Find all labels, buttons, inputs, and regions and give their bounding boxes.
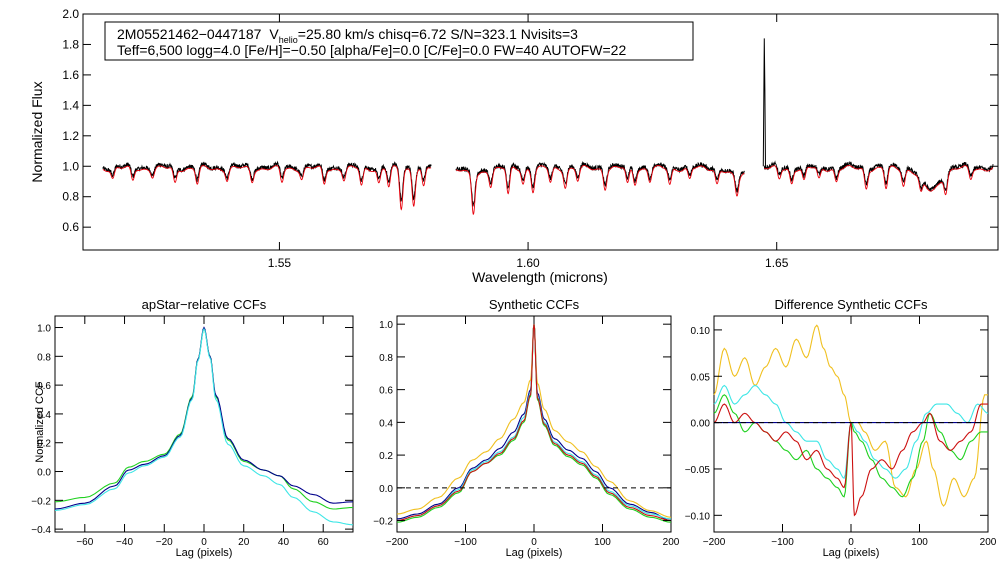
synthetic-ccf-panel: −200 −100 0 100 200 −0.2 0.0 0.2 0.4 0.6 0.8 1.0 Sy… <box>373 297 680 559</box>
spectrum-plot-frame <box>82 13 999 251</box>
synthetic-y-tick-label: 0.4 <box>379 418 393 429</box>
apstar-series-green <box>54 327 354 510</box>
observed-spectrum-chip-3 <box>763 160 994 192</box>
spectrum-panel: 1.55 1.60 1.65 0.6 0.8 1.0 1.2 1.4 1.6 1.8 2.0 2M0… <box>29 7 999 285</box>
spectrum-y-tick-label: 0.8 <box>62 190 79 204</box>
info-line-1: 2M05521462−0447187 Vhelio=25.80 km/s chis… <box>117 26 578 45</box>
apstar-x-tick-label: 60 <box>318 537 330 548</box>
apstar-y-label: Normalized CCF <box>34 381 46 463</box>
spectrum-y-tick-label: 1.2 <box>62 129 79 143</box>
star-id: 2M05521462−0447187 <box>117 26 262 42</box>
synthetic-y-tick-label: 0.6 <box>379 386 393 397</box>
apstar-y-tick-label: 0.8 <box>37 352 51 363</box>
apstar-series-cyan <box>54 327 354 526</box>
info-line-2: Teff=6,500 logg=4.0 [Fe/H]=−0.50 [alpha/… <box>117 42 626 58</box>
difference-y-tick-label: −0.05 <box>685 465 711 476</box>
apstar-x-tick-label: 40 <box>278 537 290 548</box>
observed-spectrum-chip-2 <box>455 161 745 207</box>
synthetic-series-yellow <box>396 324 672 518</box>
synthetic-series-red <box>396 324 672 522</box>
synthetic-title: Synthetic CCFs <box>489 297 580 312</box>
apstar-ccf-panel: −60 −40 −20 0 20 40 60 −0.4 −0.2 0.0 0.2 0.4 0.6 0.8 1… <box>31 297 354 559</box>
spectrum-spike <box>762 38 766 167</box>
apstar-x-tick-label: −60 <box>76 537 93 548</box>
synthetic-y-tick-label: 0.0 <box>379 484 393 495</box>
difference-y-tick-label: 0.00 <box>691 419 711 430</box>
synthetic-y-tick-label: 0.2 <box>379 451 393 462</box>
apstar-y-tick-label: −0.2 <box>31 496 51 507</box>
difference-series-red <box>713 403 988 517</box>
spectrum-y-tick-label: 1.0 <box>62 159 79 173</box>
apstar-x-tick-label: −40 <box>116 537 133 548</box>
difference-x-label: Lag (pixels) <box>823 547 880 559</box>
synthetic-y-tick-label: 0.8 <box>379 353 393 364</box>
difference-y-tick-label: 0.10 <box>691 326 711 337</box>
model-spectrum-chip-1 <box>102 165 432 211</box>
info-box <box>104 21 694 61</box>
difference-ccf-panel: −200 −100 0 100 200 −0.10 −0.05 0.00 0.05 0.10 Di… <box>685 297 997 559</box>
spectrum-y-tick-label: 1.4 <box>62 98 79 112</box>
apstar-x-tick-label: 20 <box>238 537 250 548</box>
apstar-title: apStar−relative CCFs <box>142 297 267 312</box>
model-spectrum-chip-3 <box>764 165 994 196</box>
apstar-y-tick-label: 0.2 <box>37 439 51 450</box>
observed-spectrum-chip-1 <box>102 160 432 202</box>
apstar-y-tick-label: −0.4 <box>31 525 51 536</box>
apstar-y-tick-label: 1.0 <box>37 324 51 335</box>
spectrum-x-tick-label: 1.55 <box>268 256 292 270</box>
difference-title: Difference Synthetic CCFs <box>775 297 928 312</box>
synthetic-series-cyan <box>396 324 672 522</box>
synthetic-series-blue <box>396 324 672 522</box>
spectrum-y-tick-label: 1.8 <box>62 37 79 51</box>
apstar-series-blue <box>54 326 354 510</box>
difference-series-green <box>713 394 988 498</box>
spectrum-x-tick-label: 1.65 <box>765 256 789 270</box>
spectrum-y-tick-label: 0.6 <box>62 220 79 234</box>
synthetic-y-tick-label: −0.2 <box>373 517 393 528</box>
difference-x-tick-label: −200 <box>703 537 726 548</box>
apstar-y-tick-label: 0.4 <box>37 410 51 421</box>
apstar-x-tick-label: −20 <box>156 537 173 548</box>
synthetic-plot-frame <box>396 315 672 533</box>
spectrum-y-label: Normalized Flux <box>29 81 45 182</box>
difference-x-tick-label: −100 <box>771 537 794 548</box>
difference-y-tick-label: 0.05 <box>691 372 711 383</box>
apstar-x-label: Lag (pixels) <box>176 547 233 559</box>
synthetic-x-tick-label: 200 <box>663 537 680 548</box>
velocity-label: V <box>269 26 279 42</box>
synthetic-x-label: Lag (pixels) <box>506 547 563 559</box>
model-spectrum-chip-2 <box>455 165 745 215</box>
info-stats: =25.80 km/s chisq=6.72 S/N=323.1 Nvisits… <box>298 26 578 42</box>
difference-series-cyan <box>713 384 989 480</box>
difference-x-tick-label: 200 <box>980 537 997 548</box>
synthetic-x-tick-label: 100 <box>594 537 611 548</box>
spectrum-x-tick-label: 1.60 <box>516 256 540 270</box>
apstar-x-tick-label: 0 <box>201 537 207 548</box>
difference-y-tick-label: −0.10 <box>685 511 711 522</box>
spectrum-y-tick-label: 1.6 <box>62 68 79 82</box>
synthetic-x-tick-label: −200 <box>386 537 409 548</box>
synthetic-y-tick-label: 1.0 <box>379 320 393 331</box>
difference-x-tick-label: 0 <box>848 537 854 548</box>
apstar-y-tick-label: 0.0 <box>37 468 51 479</box>
spectrum-x-label: Wavelength (microns) <box>472 269 608 285</box>
synthetic-x-tick-label: 0 <box>531 537 537 548</box>
spectrum-y-tick-label: 2.0 <box>62 7 79 21</box>
apstar-y-tick-label: 0.6 <box>37 381 51 392</box>
velocity-subscript: helio <box>279 35 298 45</box>
difference-series-yellow <box>713 324 988 507</box>
synthetic-x-tick-label: −100 <box>454 537 477 548</box>
difference-x-tick-label: 100 <box>911 537 928 548</box>
synthetic-series-green <box>396 324 672 523</box>
